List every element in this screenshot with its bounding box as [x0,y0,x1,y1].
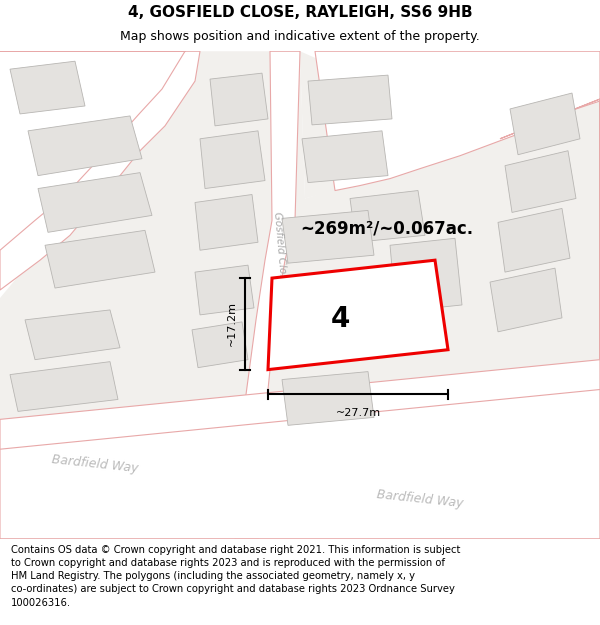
Polygon shape [25,310,120,359]
Polygon shape [210,73,268,126]
Polygon shape [268,260,448,369]
Polygon shape [192,322,248,368]
Text: Contains OS data © Crown copyright and database right 2021. This information is : Contains OS data © Crown copyright and d… [11,545,460,608]
Polygon shape [390,238,462,312]
Polygon shape [45,231,155,288]
Text: 4, GOSFIELD CLOSE, RAYLEIGH, SS6 9HB: 4, GOSFIELD CLOSE, RAYLEIGH, SS6 9HB [128,5,472,20]
Polygon shape [510,93,580,155]
Polygon shape [0,359,600,449]
Polygon shape [505,151,576,213]
Polygon shape [490,268,562,332]
Polygon shape [38,173,152,232]
Text: ~17.2m: ~17.2m [227,301,237,346]
Polygon shape [0,51,200,290]
Text: 4: 4 [331,306,350,333]
Polygon shape [200,131,265,189]
Polygon shape [302,131,388,182]
Polygon shape [315,51,600,191]
Polygon shape [282,372,374,426]
Polygon shape [498,209,570,272]
Polygon shape [455,99,600,464]
Polygon shape [195,194,258,250]
Text: ~269m²/~0.067ac.: ~269m²/~0.067ac. [300,219,473,238]
Polygon shape [10,61,85,114]
Text: ~27.7m: ~27.7m [335,408,380,418]
Polygon shape [308,75,392,125]
Text: Map shows position and indicative extent of the property.: Map shows position and indicative extent… [120,31,480,43]
Polygon shape [28,116,142,176]
Polygon shape [282,211,374,263]
Polygon shape [235,51,300,539]
Text: Bardfield Way: Bardfield Way [376,488,464,510]
Polygon shape [0,51,272,539]
Polygon shape [10,362,118,411]
Polygon shape [195,265,254,315]
Polygon shape [235,51,600,539]
Polygon shape [300,51,500,199]
Text: Bardfield Way: Bardfield Way [51,453,139,475]
Polygon shape [0,384,600,539]
Text: Gosfield Close: Gosfield Close [272,211,288,286]
Polygon shape [350,191,425,242]
